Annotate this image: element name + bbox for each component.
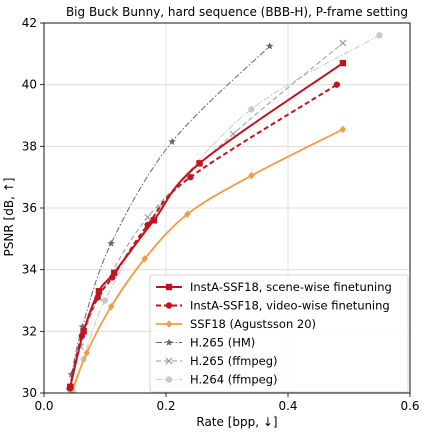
x-tick-label: 0.6 — [400, 399, 419, 413]
data-point — [83, 349, 90, 357]
data-point — [248, 106, 255, 113]
data-point — [107, 302, 115, 311]
data-point — [187, 173, 194, 181]
data-point — [376, 32, 383, 39]
x-axis-label: Rate [bpp, ↓] — [196, 415, 277, 429]
y-tick-label: 34 — [22, 263, 37, 277]
data-point — [184, 210, 191, 218]
series-line — [70, 45, 271, 375]
data-point — [78, 322, 87, 330]
legend-marker — [165, 320, 173, 328]
legend-entry: H.264 (ffmpeg) — [156, 373, 277, 387]
x-tick-label: 0.4 — [278, 399, 297, 413]
data-point — [339, 39, 347, 47]
data-point — [110, 269, 118, 276]
data-point — [339, 59, 347, 67]
legend-marker — [165, 283, 173, 291]
series-3 — [67, 42, 274, 378]
data-point — [101, 297, 109, 304]
legend-label: H.265 (HM) — [190, 336, 255, 350]
data-point — [80, 328, 87, 335]
data-point — [168, 137, 176, 145]
legend-entry: InstA-SSF18, video-wise finetuning — [156, 299, 390, 313]
legend-marker — [165, 338, 173, 346]
legend-entry: H.265 (ffmpeg) — [156, 354, 277, 368]
legend-label: SSF18 (Agustsson 20) — [190, 317, 316, 331]
legend-marker — [165, 357, 173, 365]
legend-label: H.264 (ffmpeg) — [190, 373, 277, 387]
y-tick-label: 38 — [22, 139, 37, 153]
data-point — [144, 213, 152, 221]
x-tick-label: 0.0 — [34, 399, 53, 413]
data-point — [265, 42, 274, 50]
series-0 — [67, 59, 347, 391]
chart-title: Big Buck Bunny, hard sequence (BBB-H), P… — [66, 5, 408, 19]
data-point — [196, 160, 203, 167]
data-point — [248, 171, 255, 180]
legend-label: InstA-SSF18, video-wise finetuning — [190, 299, 390, 313]
data-point — [150, 217, 157, 224]
data-point — [107, 239, 115, 247]
y-axis-label: PSNR [dB, ↑] — [2, 178, 16, 257]
data-point — [67, 383, 74, 391]
data-point — [67, 370, 76, 378]
legend-label: H.265 (ffmpeg) — [190, 354, 277, 368]
data-point — [339, 125, 347, 134]
data-point — [141, 255, 148, 263]
legend-entry: H.265 (HM) — [156, 336, 255, 350]
legend-marker — [165, 376, 173, 383]
data-point — [333, 81, 340, 88]
series-2 — [68, 125, 347, 393]
data-point — [68, 389, 75, 393]
legend-entry: SSF18 (Agustsson 20) — [156, 317, 316, 331]
legend-marker — [165, 302, 173, 309]
data-layer — [66, 32, 383, 393]
y-tick-label: 32 — [22, 324, 37, 338]
y-tick-label: 36 — [22, 201, 37, 215]
y-tick-label: 40 — [22, 78, 37, 92]
plot-frame — [43, 22, 411, 394]
data-point — [95, 288, 103, 295]
x-tick-label: 0.2 — [156, 399, 175, 413]
y-tick-label: 30 — [22, 386, 37, 400]
legend-entry: InstA-SSF18, scene-wise finetuning — [156, 280, 392, 294]
legend-label: InstA-SSF18, scene-wise finetuning — [190, 280, 392, 294]
legend-box — [149, 274, 409, 393]
y-tick-label: 42 — [22, 16, 37, 30]
